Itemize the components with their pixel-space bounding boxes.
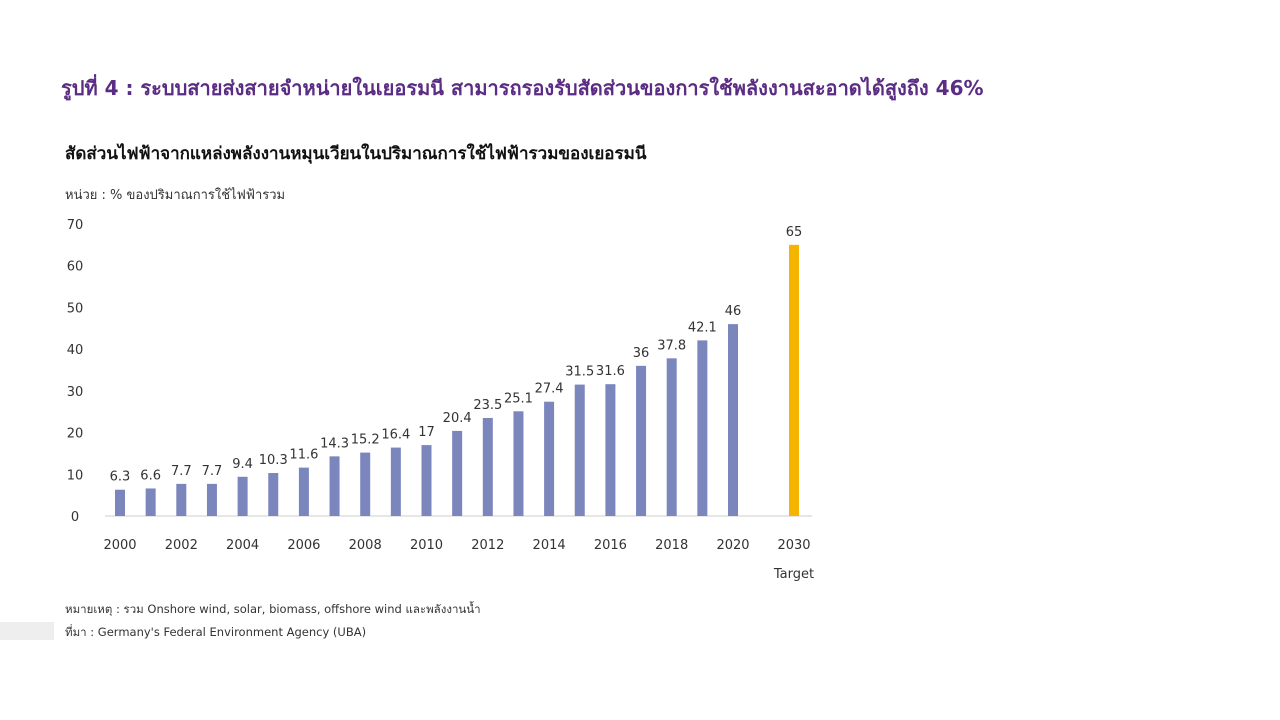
y-tick-label: 40 [67, 343, 84, 358]
data-label: 42.1 [688, 320, 717, 335]
bar [482, 417, 493, 516]
bar [298, 467, 309, 516]
data-label: 6.6 [140, 468, 161, 483]
data-label: 9.4 [232, 457, 253, 472]
y-tick-label: 20 [67, 427, 84, 442]
y-tick-label: 60 [67, 260, 84, 275]
chart-title: สัดส่วนไฟฟ้าจากแหล่งพลังงานหมุนเวียนในปร… [65, 144, 647, 164]
y-tick-label: 50 [67, 301, 84, 316]
data-label: 36 [633, 346, 650, 361]
x-tick-label: 2002 [165, 538, 198, 553]
bar [145, 488, 156, 516]
target-bar [789, 244, 799, 516]
data-label: 15.2 [351, 433, 380, 448]
data-label: 10.3 [259, 453, 288, 468]
bar [115, 489, 125, 516]
bar [666, 358, 677, 516]
target-label: Target [773, 567, 814, 582]
x-tick-label: 2016 [594, 538, 627, 553]
bar [176, 483, 187, 516]
data-label: 20.4 [443, 411, 472, 426]
bar [390, 447, 401, 516]
data-label: 7.7 [171, 464, 192, 479]
y-tick-label: 70 [67, 218, 84, 233]
data-label: 37.8 [657, 338, 686, 353]
data-label: 65 [786, 225, 803, 240]
bar [329, 456, 340, 516]
bar [574, 384, 585, 516]
data-label: 17 [418, 425, 435, 440]
data-label: 6.3 [110, 470, 131, 485]
chart-note: หมายเหตุ : รวม Onshore wind, solar, biom… [65, 602, 481, 616]
data-label: 11.6 [289, 448, 318, 463]
data-label: 7.7 [202, 464, 223, 479]
x-tick-label: 2004 [226, 538, 259, 553]
bar [636, 365, 647, 516]
unit-label: หน่วย : % ของปริมาณการใช้ไฟฟ้ารวม [65, 188, 286, 203]
bar [544, 401, 555, 516]
bar [605, 384, 616, 516]
x-tick-label: 2010 [410, 538, 443, 553]
figure-title: รูปที่ 4 : ระบบสายส่งสายจำหน่ายในเยอรมนี… [61, 76, 984, 100]
x-tick-label: 2008 [349, 538, 382, 553]
bar [513, 411, 524, 516]
data-label: 31.5 [565, 365, 594, 380]
bar [452, 430, 463, 516]
bar [421, 445, 432, 516]
bar [206, 483, 217, 516]
bar [237, 476, 248, 516]
data-label: 14.3 [320, 436, 349, 451]
x-tick-label: 2020 [716, 538, 749, 553]
bar [697, 340, 708, 516]
data-label: 46 [725, 304, 742, 319]
x-tick-label: 2006 [287, 538, 320, 553]
data-label: 31.6 [596, 364, 625, 379]
bar [728, 324, 738, 516]
x-tick-label: 2000 [103, 538, 136, 553]
x-tick-label: 2030 [777, 538, 810, 553]
x-tick-label: 2018 [655, 538, 688, 553]
y-tick-label: 10 [67, 468, 84, 483]
bar [360, 452, 371, 516]
data-label: 23.5 [473, 398, 502, 413]
x-tick-label: 2014 [533, 538, 566, 553]
x-tick-label: 2012 [471, 538, 504, 553]
data-label: 25.1 [504, 391, 533, 406]
y-tick-label: 0 [71, 510, 79, 525]
chart-source: ที่มา : Germany's Federal Environment Ag… [65, 625, 367, 639]
bar [268, 473, 279, 516]
data-label: 27.4 [535, 382, 564, 397]
decorative-strip [0, 622, 54, 640]
data-label: 16.4 [381, 428, 410, 443]
y-tick-label: 30 [67, 385, 84, 400]
